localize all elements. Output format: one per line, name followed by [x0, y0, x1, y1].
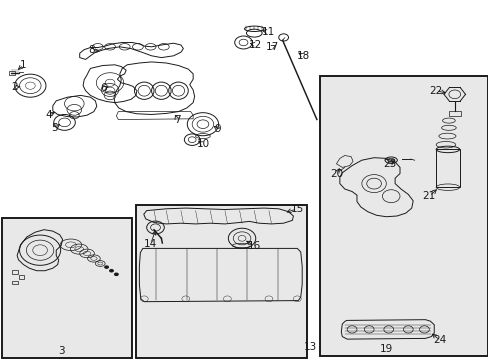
Text: 20: 20 [329, 168, 342, 179]
Text: 11: 11 [261, 27, 274, 37]
Text: 17: 17 [265, 42, 279, 52]
Bar [12, 281, 18, 284]
Text: 24: 24 [432, 335, 446, 345]
Text: 15: 15 [290, 204, 304, 214]
Text: 22: 22 [428, 86, 442, 96]
Circle shape [104, 265, 109, 269]
Text: 9: 9 [214, 124, 221, 134]
Text: 21: 21 [422, 191, 435, 201]
Text: 23: 23 [383, 159, 396, 169]
Text: 10: 10 [196, 139, 209, 149]
Text: 13: 13 [303, 342, 317, 352]
Text: 3: 3 [58, 346, 64, 356]
Text: 12: 12 [248, 40, 262, 50]
Bar [19, 275, 24, 279]
Bar [136, 205, 306, 358]
Bar [9, 71, 15, 75]
Text: 6: 6 [100, 83, 107, 93]
Bar [2, 218, 132, 358]
Bar [448, 111, 460, 116]
Text: 19: 19 [379, 344, 392, 354]
Bar [2, 218, 132, 358]
Bar [320, 76, 487, 356]
Circle shape [114, 273, 119, 276]
Text: 4: 4 [45, 110, 52, 120]
Bar [435, 149, 459, 187]
Text: 16: 16 [247, 240, 261, 251]
Text: 1: 1 [20, 60, 27, 70]
Text: 5: 5 [51, 123, 58, 133]
Text: 8: 8 [88, 45, 95, 55]
Text: 18: 18 [296, 51, 309, 61]
Text: 7: 7 [173, 114, 180, 125]
Circle shape [109, 269, 114, 273]
Text: 14: 14 [143, 239, 157, 249]
Bar [12, 270, 18, 274]
Bar [320, 76, 487, 356]
Bar [136, 205, 306, 358]
Text: 2: 2 [11, 82, 18, 92]
